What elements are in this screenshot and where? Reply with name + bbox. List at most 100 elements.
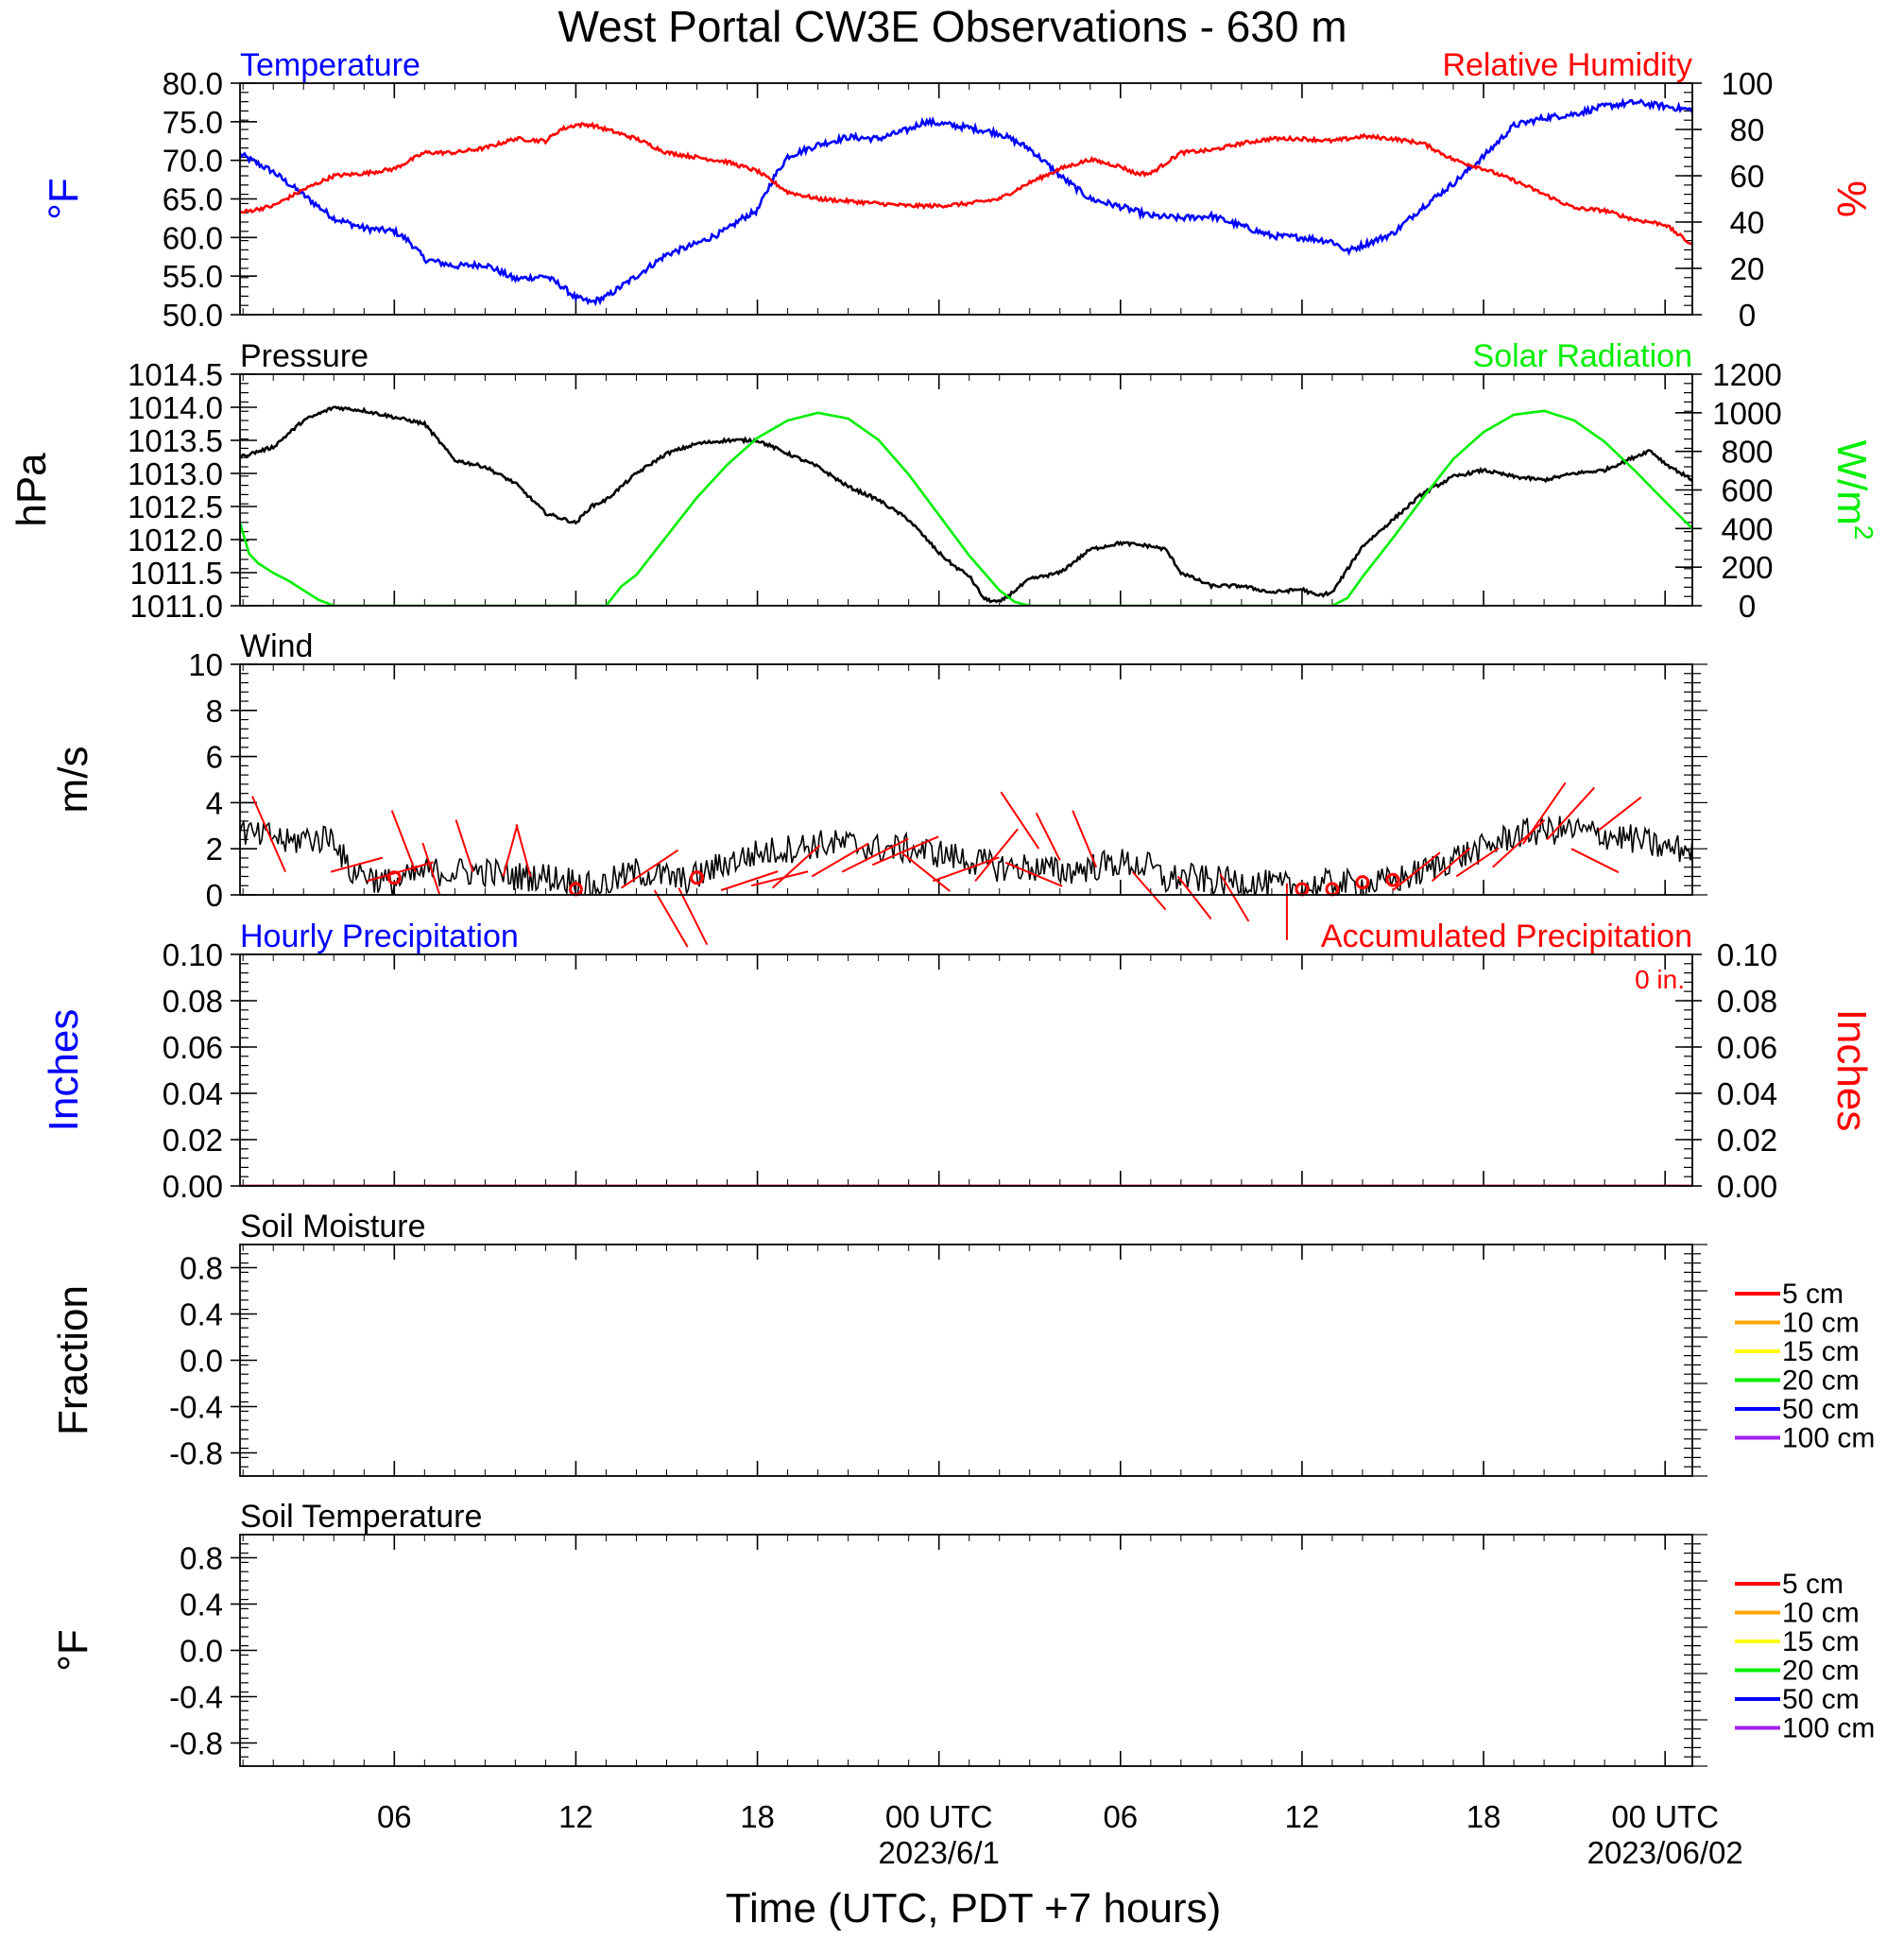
panel-soil-moisture: -0.8 -0.4 0.0 0.4 0.8 Soil Moisture Fraction 5 …	[50, 1209, 1875, 1477]
panel-title-left: Soil Moisture	[240, 1209, 426, 1245]
y-axis-label-left: Fraction	[50, 1285, 96, 1435]
wind-barb	[620, 849, 679, 889]
y-tick-label-left: 1013.5	[128, 423, 223, 458]
wind-barb	[1431, 847, 1471, 883]
y-tick-label-left: 0.10	[163, 937, 223, 972]
series-pressure	[240, 405, 1692, 604]
y-tick-label-left: 0.4	[180, 1297, 223, 1332]
y-tick-label-left: 80.0	[163, 66, 223, 101]
y-axis-label-right: %	[1828, 180, 1875, 217]
wind-barb	[251, 796, 286, 873]
x-tick-date-label: 2023/06/02	[1587, 1835, 1743, 1870]
y-tick-label-right: 1000	[1712, 396, 1781, 431]
series-wind	[240, 815, 1692, 895]
wind-barb	[901, 852, 951, 892]
y-axis-label-right-sup: 2	[1849, 525, 1878, 541]
panel-title-left: Temperature	[240, 47, 420, 83]
wind-barb	[871, 835, 939, 867]
y-axis-label-right-base: W/m	[1828, 440, 1875, 525]
legend-label: 10 cm	[1782, 1308, 1860, 1339]
panel-frame	[239, 82, 1693, 316]
wind-barb	[515, 824, 532, 877]
y-axis-label-right: W/m2	[1828, 440, 1878, 541]
x-tick-label: 12	[1285, 1799, 1320, 1834]
y-tick-label-right: 80	[1730, 112, 1765, 147]
wind-barb	[1598, 796, 1642, 832]
wind-barb	[1072, 810, 1098, 868]
x-tick-label: 00 UTC	[885, 1799, 993, 1834]
panel-title-right: Accumulated Precipitation	[1321, 918, 1692, 954]
y-tick-label-left: 2	[206, 832, 223, 867]
y-axis-label-left: Inches	[41, 1009, 87, 1132]
y-axis-label-left: hPa	[9, 453, 55, 527]
wind-barb	[1521, 781, 1567, 845]
y-tick-label-right: 20	[1730, 251, 1765, 286]
y-tick-label-right: 0.00	[1717, 1169, 1777, 1204]
wind-barb	[1491, 818, 1546, 868]
y-tick-label-left: 1011.5	[130, 556, 223, 591]
legend-label: 50 cm	[1782, 1684, 1860, 1715]
y-tick-label-left: 75.0	[163, 105, 223, 140]
panel-title-right: Solar Radiation	[1473, 338, 1692, 374]
panel-annotation: 0 in.	[1635, 965, 1685, 994]
y-tick-label-left: -0.4	[169, 1680, 223, 1715]
x-tick-date-label: 2023/6/1	[878, 1835, 999, 1870]
legend-label: 100 cm	[1782, 1423, 1875, 1454]
wind-calm-marker	[1385, 872, 1400, 887]
panel-frame	[239, 953, 1693, 1187]
y-tick-label-left: 65.0	[163, 182, 223, 217]
legend-label: 10 cm	[1782, 1598, 1860, 1629]
wind-barb	[1455, 847, 1500, 878]
y-axis-label-right: Inches	[1828, 1009, 1875, 1132]
panels: 50.055.060.065.070.075.080.0020406080100…	[9, 47, 1878, 1767]
y-axis-label-left: m/s	[50, 747, 96, 814]
wind-calm-marker	[690, 870, 705, 885]
y-tick-label-left: 55.0	[163, 259, 223, 294]
y-axis-label-left: °F	[50, 1629, 96, 1671]
panel-frame	[239, 1244, 1693, 1477]
panel-title-left: Wind	[240, 628, 313, 664]
y-tick-label-right: 800	[1721, 435, 1773, 470]
wind-calm-marker	[1355, 875, 1370, 890]
x-tick-label: 06	[377, 1799, 412, 1834]
y-tick-label-left: 1012.5	[128, 489, 223, 524]
y-tick-label-left: 1012.0	[128, 523, 223, 558]
figure-title: West Portal CW3E Observations - 630 m	[557, 2, 1347, 51]
wind-barb	[932, 856, 1000, 883]
y-tick-label-left: -0.8	[169, 1726, 223, 1761]
y-tick-label-left: 70.0	[163, 144, 223, 179]
wind-barb	[1176, 875, 1212, 920]
wind-barb	[653, 889, 689, 948]
wind-barb	[750, 870, 809, 887]
y-tick-label-right: 600	[1721, 473, 1773, 508]
legend-label: 100 cm	[1782, 1713, 1875, 1744]
y-tick-label-left: 0.00	[163, 1169, 223, 1204]
y-tick-label-left: 8	[206, 694, 223, 729]
y-tick-label-left: 1014.0	[128, 390, 223, 425]
y-tick-label-right: 0.06	[1717, 1030, 1777, 1065]
y-tick-label-left: 0.4	[180, 1588, 223, 1622]
y-tick-label-right: 0.04	[1717, 1076, 1777, 1111]
panel-frame	[239, 373, 1693, 607]
series-solar-radiation	[240, 409, 1692, 606]
y-tick-label-left: 4	[206, 785, 223, 820]
wind-barb	[1219, 873, 1250, 922]
y-tick-label-left: 0.04	[163, 1076, 223, 1111]
x-tick-label: 18	[740, 1799, 775, 1834]
y-axis-label-left: °F	[41, 178, 87, 219]
wind-barb	[811, 842, 869, 878]
y-tick-label-left: 60.0	[163, 220, 223, 255]
wind-barb	[841, 837, 909, 873]
y-tick-label-right: 0.10	[1717, 937, 1777, 972]
y-tick-label-right: 40	[1730, 205, 1765, 240]
legend-label: 50 cm	[1782, 1394, 1860, 1425]
y-tick-label-left: -0.4	[169, 1390, 223, 1425]
y-tick-label-left: 0.8	[180, 1251, 223, 1286]
wind-barb	[455, 819, 474, 872]
panel-temperature-humidity: 50.0 55.0 60.065.070.0 75.0 80.0 0 20 40 60 80 100…	[41, 47, 1875, 333]
y-tick-label-right: 0.08	[1717, 984, 1777, 1019]
y-tick-label-left: 6	[206, 740, 223, 775]
panel-wind: 0 2 4 6 8 10 Wind m/s	[50, 628, 1707, 948]
wind-barb	[1131, 870, 1167, 911]
